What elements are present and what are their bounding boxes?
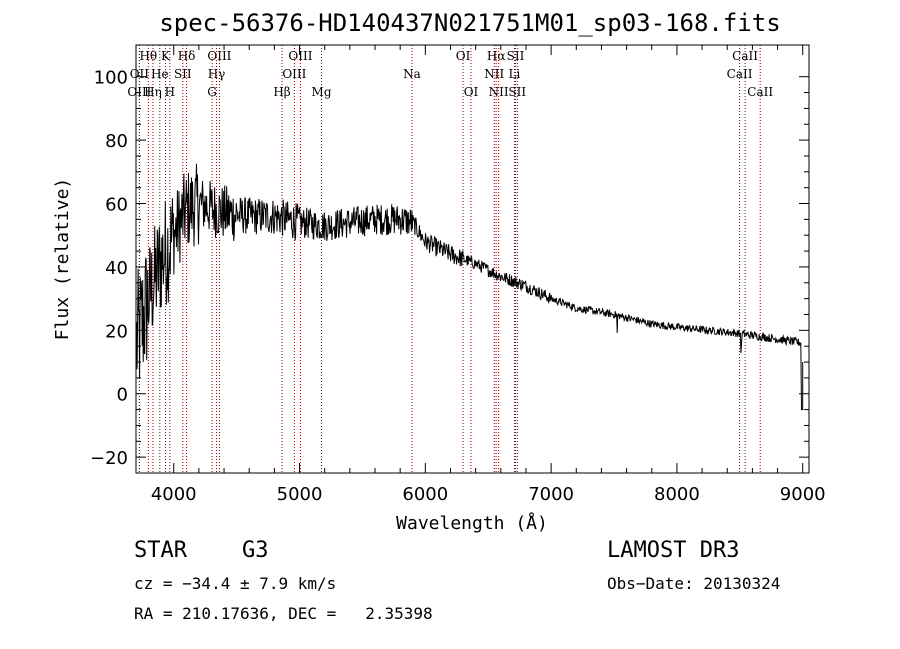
spectral-line-label: OII xyxy=(130,67,150,81)
spectral-line-label: OIII xyxy=(127,85,151,99)
ra-dec: RA = 210.17636, DEC = 2.35398 xyxy=(134,604,433,623)
spectral-line-label: Hγ xyxy=(208,67,226,81)
y-tick-label: −20 xyxy=(90,448,128,469)
spectral-line-label: Hθ xyxy=(139,49,157,63)
spectral-line-label: He xyxy=(151,67,169,81)
spectral-line-label: Hδ xyxy=(178,49,196,63)
spectral-line-label: CaII xyxy=(747,85,773,99)
spectral-line-label: SII xyxy=(507,49,525,63)
spectral-line-label: SII xyxy=(508,85,526,99)
y-tick-label: 0 xyxy=(117,385,128,406)
y-tick-label: 80 xyxy=(105,131,128,152)
spectrum-line xyxy=(136,163,804,411)
survey-name: LAMOST DR3 xyxy=(607,538,740,563)
spectral-line-label: OIII xyxy=(288,49,312,63)
spectral-line-label: Hβ xyxy=(273,85,290,99)
plot-frame xyxy=(135,44,810,474)
y-tick-label: 40 xyxy=(105,258,128,279)
spectral-line-label: OI xyxy=(464,85,479,99)
spectral-line-label: OI xyxy=(456,49,471,63)
spectral-line-label: Li xyxy=(508,67,520,81)
spectral-line-label: NII xyxy=(484,67,504,81)
object-subclass: G3 xyxy=(242,538,269,563)
x-tick-label: 9000 xyxy=(780,484,826,505)
spectral-line-label: Na xyxy=(403,67,421,81)
y-tick-label: 100 xyxy=(94,68,128,89)
spectral-line-label: G xyxy=(207,85,217,99)
x-tick-label: 4000 xyxy=(151,484,197,505)
y-tick-label: 60 xyxy=(105,195,128,216)
spectral-line-label: Hη xyxy=(144,85,162,99)
spectral-line-markers xyxy=(138,45,761,473)
spectral-line-label: H xyxy=(165,85,175,99)
spectral-line-label: NII xyxy=(489,85,509,99)
spectral-line-label: Mg xyxy=(312,85,332,99)
y-axis-label: Flux (relative) xyxy=(52,178,73,341)
x-axis-label: Wavelength (Å) xyxy=(396,512,548,534)
y-axis: −20 0 20 40 60 80 100 xyxy=(90,68,809,469)
object-type: STAR xyxy=(134,538,187,563)
redshift-cz: cz = −34.4 ± 7.9 km/s xyxy=(134,574,337,593)
observation-date: Obs−Date: 20130324 xyxy=(607,574,781,593)
spectral-line-label: K xyxy=(161,49,171,63)
spectral-line-label: Hα xyxy=(487,49,506,63)
spectral-line-label: OIII xyxy=(282,67,306,81)
x-tick-label: 7000 xyxy=(528,484,574,505)
spectral-line-label: CaII xyxy=(727,67,753,81)
x-tick-label: 8000 xyxy=(654,484,700,505)
spectral-line-label: SII xyxy=(174,67,192,81)
x-tick-label: 6000 xyxy=(402,484,448,505)
spectral-line-label: OIII xyxy=(207,49,231,63)
x-axis: 4000 5000 6000 7000 8000 9000 xyxy=(151,45,826,505)
x-tick-label: 5000 xyxy=(277,484,323,505)
chart-title: spec-56376-HD140437N021751M01_sp03-168.f… xyxy=(159,9,780,37)
spectral-line-label: CaII xyxy=(732,49,758,63)
y-tick-label: 20 xyxy=(105,321,128,342)
